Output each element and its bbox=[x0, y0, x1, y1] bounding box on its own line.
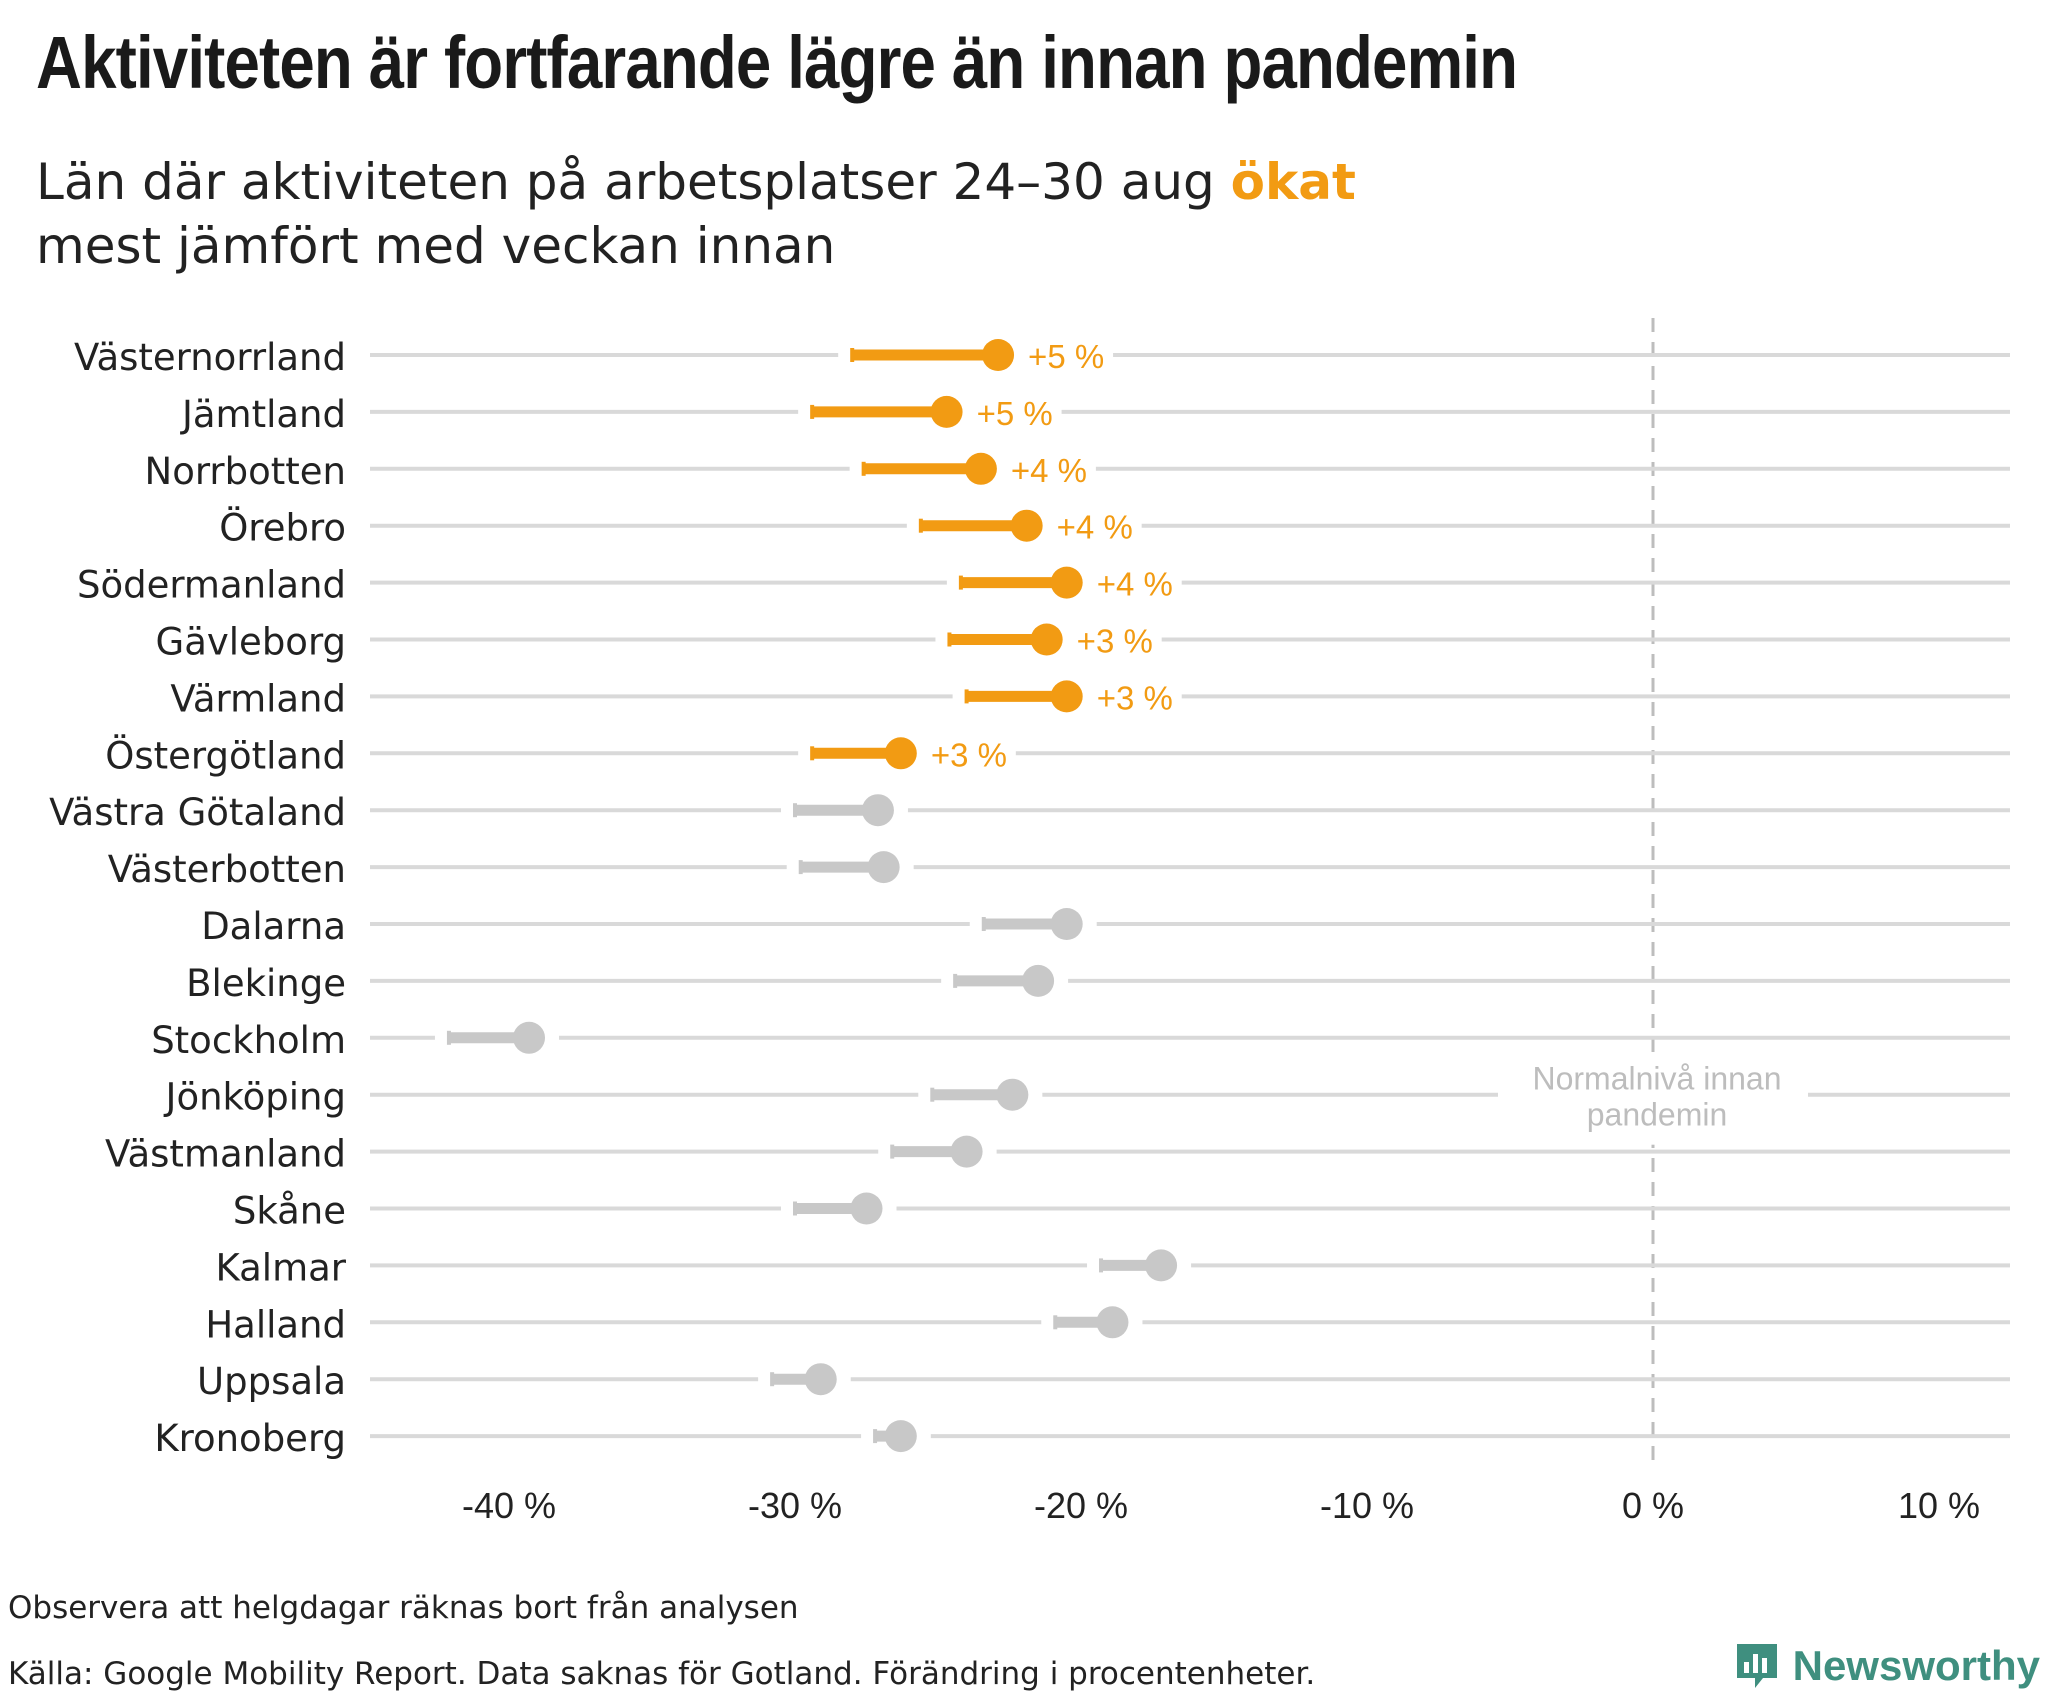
current-point bbox=[804, 1363, 837, 1396]
x-tick-label: 0 % bbox=[1622, 1485, 1684, 1526]
x-tick-label: 10 % bbox=[1898, 1485, 1980, 1526]
current-point bbox=[930, 395, 963, 428]
category-label: Norrbotten bbox=[145, 450, 346, 493]
subtitle-highlight: ökat bbox=[1230, 153, 1356, 211]
current-point bbox=[884, 1420, 917, 1453]
category-label: Västernorrland bbox=[74, 336, 346, 379]
change-label: +3 % bbox=[1097, 679, 1173, 716]
category-label: Blekinge bbox=[186, 962, 346, 1005]
change-label: +5 % bbox=[1028, 338, 1104, 375]
dumbbell-chart: Västernorrland +5 % Jämtland +5 % Norrbotten… bbox=[49, 318, 2010, 1526]
current-point bbox=[964, 452, 997, 485]
brand-name: Newsworthy bbox=[1792, 1642, 2040, 1689]
current-point bbox=[1022, 964, 1055, 997]
category-label: Gävleborg bbox=[156, 621, 346, 664]
category-label: Dalarna bbox=[201, 905, 346, 948]
reference-label: Normalnivå innan bbox=[1532, 1061, 1781, 1097]
current-point bbox=[1010, 509, 1043, 542]
category-label: Jämtland bbox=[180, 393, 346, 436]
footnote-source: Källa: Google Mobility Report. Data sakn… bbox=[8, 1656, 1316, 1692]
x-tick-label: -20 % bbox=[1034, 1485, 1128, 1526]
chart-title: Aktiviteten är fortfarande lägre än inna… bbox=[36, 21, 1518, 104]
change-label: +4 % bbox=[1097, 566, 1173, 603]
current-point bbox=[982, 339, 1015, 371]
reference-label-bg bbox=[1498, 1052, 1808, 1145]
change-label: +4 % bbox=[1057, 509, 1133, 546]
category-label: Kronoberg bbox=[154, 1417, 346, 1460]
change-label: +5 % bbox=[977, 395, 1053, 432]
footnote-note: Observera att helgdagar räknas bort från… bbox=[8, 1590, 799, 1626]
x-tick-label: -40 % bbox=[462, 1485, 556, 1526]
current-point bbox=[1096, 1306, 1129, 1339]
current-point bbox=[850, 1192, 883, 1225]
category-label: Östergötland bbox=[105, 734, 346, 777]
category-label: Jönköping bbox=[164, 1076, 346, 1119]
reference-label: pandemin bbox=[1587, 1097, 1728, 1133]
category-label: Västra Götaland bbox=[49, 791, 346, 834]
x-tick-label: -30 % bbox=[748, 1485, 842, 1526]
newsworthy-logo-icon bbox=[1736, 1644, 1777, 1688]
current-point bbox=[867, 851, 900, 884]
chart-subtitle: Län där aktiviteten på arbetsplatser 24–… bbox=[36, 150, 1356, 278]
category-label: Uppsala bbox=[197, 1360, 346, 1403]
category-label: Halland bbox=[205, 1303, 346, 1346]
subtitle-text: Län där aktiviteten på arbetsplatser 24–… bbox=[36, 153, 1231, 211]
brand-logo: Newsworthy bbox=[1733, 1640, 2040, 1692]
category-label: Värmland bbox=[170, 677, 346, 720]
current-point bbox=[513, 1021, 546, 1054]
subtitle-text-line2: mest jämfört med veckan innan bbox=[36, 217, 836, 275]
category-label: Örebro bbox=[219, 507, 346, 550]
category-label: Skåne bbox=[233, 1190, 346, 1233]
current-point bbox=[1050, 566, 1083, 599]
change-label: +4 % bbox=[1011, 452, 1087, 489]
category-label: Västmanland bbox=[105, 1133, 346, 1176]
change-label: +3 % bbox=[931, 736, 1007, 773]
category-label: Västerbotten bbox=[108, 848, 346, 891]
category-label: Stockholm bbox=[151, 1019, 346, 1062]
current-point bbox=[1030, 623, 1063, 656]
current-point bbox=[1145, 1249, 1178, 1282]
current-point bbox=[884, 737, 917, 770]
category-label: Kalmar bbox=[216, 1246, 347, 1289]
current-point bbox=[1050, 680, 1083, 713]
category-label: Södermanland bbox=[77, 564, 346, 607]
current-point bbox=[996, 1078, 1029, 1111]
change-label: +3 % bbox=[1077, 623, 1153, 660]
current-point bbox=[950, 1135, 983, 1168]
current-point bbox=[861, 794, 894, 827]
current-point bbox=[1050, 908, 1083, 940]
x-tick-label: -10 % bbox=[1320, 1485, 1414, 1526]
